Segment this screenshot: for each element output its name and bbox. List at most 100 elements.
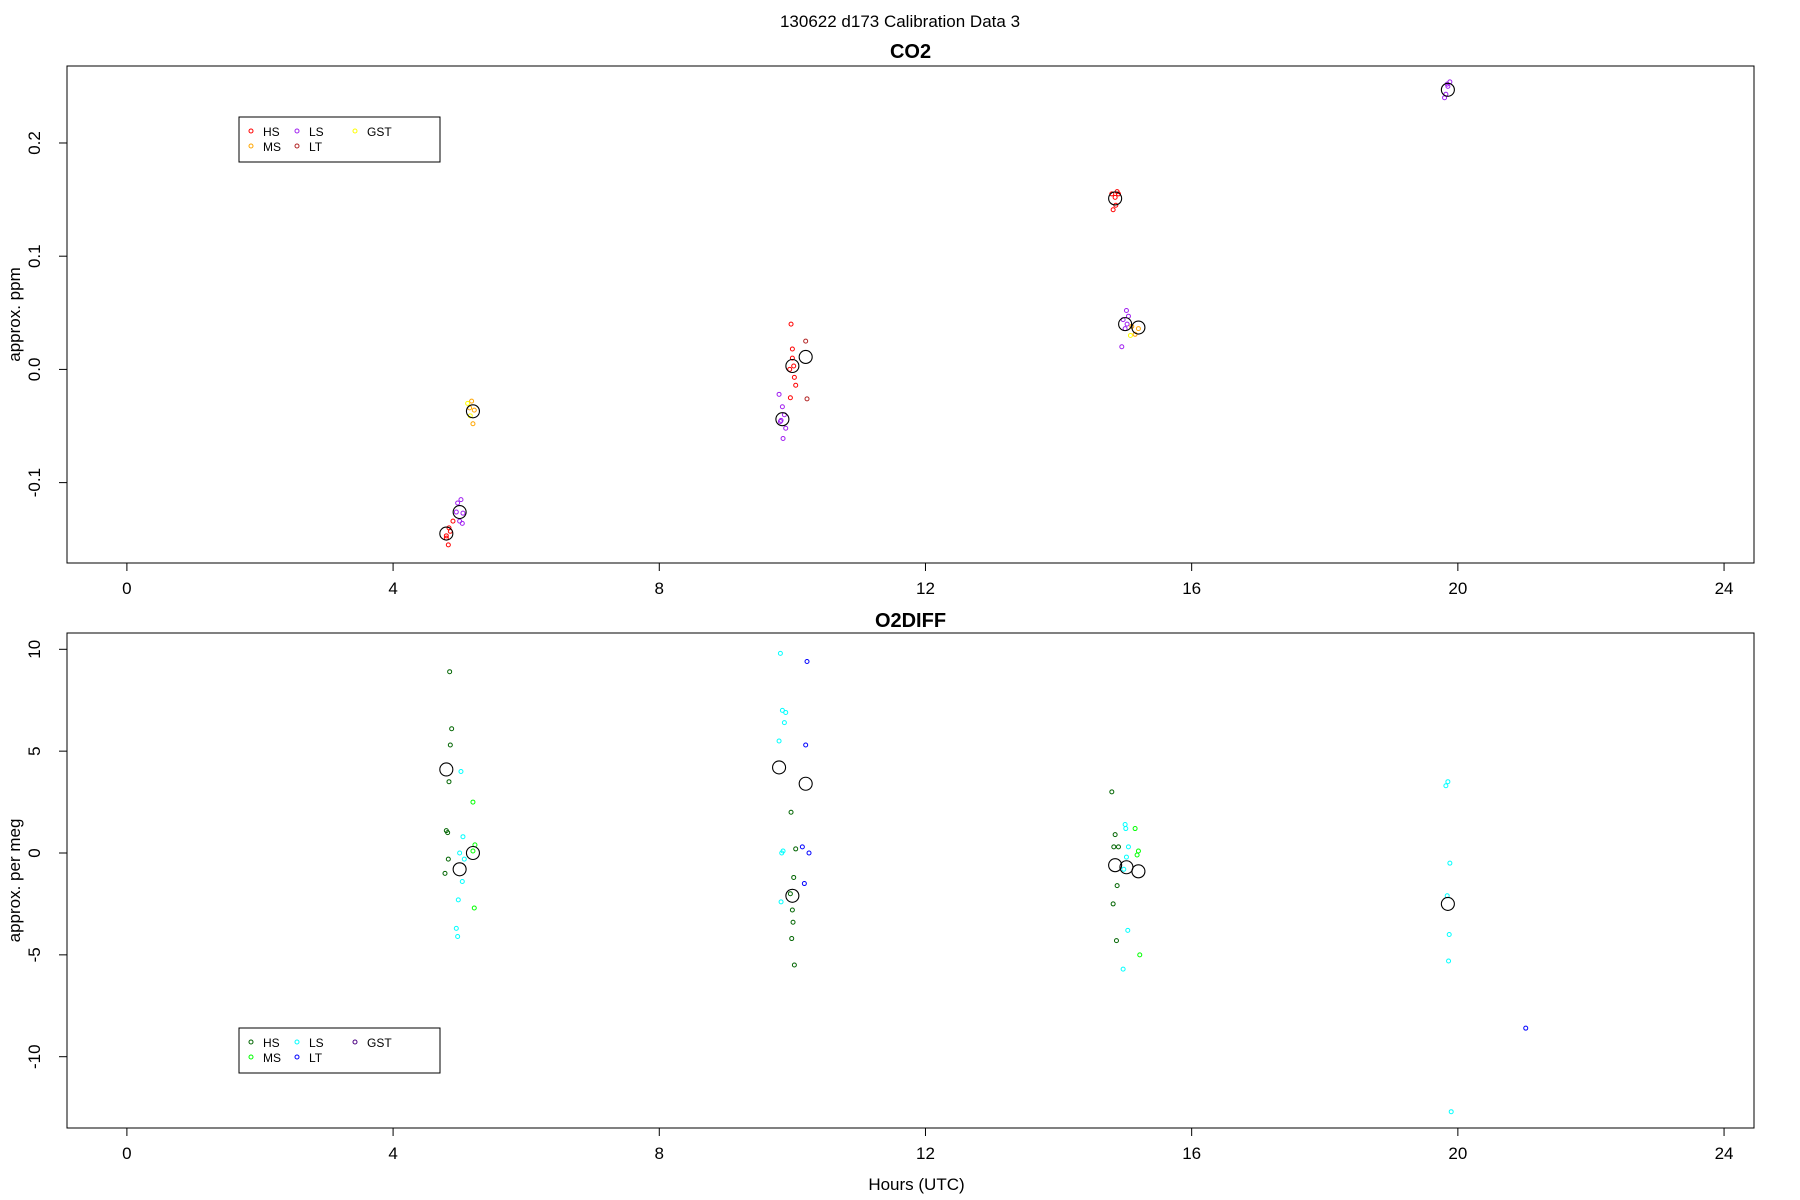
data-point: [457, 850, 463, 856]
data-point: [788, 321, 794, 327]
mean-point: [1108, 191, 1123, 206]
data-point: [788, 809, 794, 815]
legend-box: [238, 116, 441, 163]
legend-marker: [294, 1039, 300, 1045]
data-point: [778, 899, 784, 905]
y-tick-label: 0.0: [25, 358, 44, 382]
legend-item-ls: LS: [294, 125, 324, 139]
x-tick-label: 8: [655, 579, 664, 598]
mean-point: [1108, 858, 1123, 873]
legend-label: LS: [309, 125, 324, 139]
data-point: [471, 905, 477, 911]
legend-marker: [352, 1039, 358, 1045]
legend-label: LT: [309, 1051, 323, 1065]
x-axis-label: Hours (UTC): [868, 1175, 964, 1194]
data-point: [1112, 194, 1118, 200]
mean-point: [798, 349, 813, 365]
data-point: [1114, 883, 1120, 889]
data-point: [803, 742, 809, 748]
series-lt: [799, 659, 1529, 1031]
data-point: [1445, 83, 1451, 89]
data-point: [777, 650, 783, 656]
data-point: [1122, 821, 1128, 827]
data-point: [799, 844, 805, 850]
data-point: [776, 391, 782, 397]
data-point: [801, 881, 807, 887]
chart-title: O2DIFF: [875, 610, 946, 632]
data-point: [453, 509, 459, 515]
mean-point: [465, 404, 480, 419]
data-point: [787, 891, 793, 897]
series-hs: [442, 669, 1121, 968]
data-points: [439, 650, 1529, 1115]
chart-panel-o2diff: O2DIFF 0 4 8 12 16 20 24 -10 -5 0 5 10 approx. per me…: [5, 610, 1755, 1194]
x-tick-label: 0: [122, 1144, 131, 1163]
data-point: [449, 726, 455, 732]
data-point: [443, 533, 449, 539]
data-point: [803, 338, 809, 344]
legend-marker: [294, 1054, 300, 1060]
figure-title: 130622 d173 Calibration Data 3: [780, 12, 1020, 31]
data-point: [1111, 844, 1117, 850]
series-ls: [453, 650, 1454, 1115]
y-axis: -10 -5 0 5 10: [25, 640, 68, 1069]
legend-item-ls: LS: [294, 1036, 324, 1050]
data-point: [447, 669, 453, 675]
mean-point: [1131, 320, 1146, 335]
mean-point: [465, 845, 480, 861]
series-ms: [470, 799, 1143, 958]
data-point: [791, 962, 797, 968]
data-point: [1445, 779, 1451, 785]
mean-markers: [439, 82, 1455, 541]
data-point: [1523, 1025, 1529, 1031]
data-point: [1123, 826, 1129, 832]
x-axis: 0 4 8 12 16 20 24: [122, 1127, 1734, 1163]
legend-label: MS: [263, 140, 281, 154]
data-point: [1135, 848, 1141, 854]
x-tick-label: 16: [1182, 579, 1201, 598]
data-point: [1123, 308, 1129, 314]
y-tick-label: 5: [25, 746, 44, 755]
data-point: [453, 925, 459, 931]
data-point: [445, 542, 451, 548]
data-point: [445, 856, 451, 862]
data-point: [1137, 952, 1143, 958]
data-point: [1125, 844, 1131, 850]
legend-marker: [248, 143, 254, 149]
y-tick-label: 10: [25, 640, 44, 659]
series-hs: [443, 189, 1121, 548]
data-point: [1115, 844, 1121, 850]
mean-point: [1440, 896, 1455, 911]
mean-point: [439, 762, 454, 777]
mean-point: [798, 776, 813, 791]
x-tick-label: 0: [122, 579, 131, 598]
data-point: [790, 919, 796, 925]
data-point: [1446, 958, 1452, 964]
data-point: [459, 879, 465, 885]
data-point: [445, 830, 451, 836]
legend-item-gst: GST: [352, 1036, 392, 1050]
data-point: [1119, 344, 1125, 350]
data-point: [460, 510, 466, 516]
data-point: [465, 400, 471, 406]
data-point: [791, 874, 797, 880]
mean-point: [785, 888, 800, 903]
legend-marker: [294, 128, 300, 134]
legend-label: HS: [263, 1036, 280, 1050]
data-point: [442, 870, 448, 876]
x-tick-label: 4: [388, 1144, 397, 1163]
series-lt: [803, 338, 810, 402]
data-point: [471, 407, 477, 413]
mean-markers: [439, 760, 1455, 911]
data-point: [789, 907, 795, 913]
data-point: [459, 520, 465, 526]
data-point: [1124, 321, 1130, 327]
data-point: [780, 435, 786, 441]
x-tick-label: 20: [1448, 579, 1467, 598]
data-point: [450, 518, 456, 524]
legend-box: [238, 1027, 441, 1074]
y-tick-label: -0.1: [25, 468, 44, 497]
mean-point: [775, 412, 790, 427]
